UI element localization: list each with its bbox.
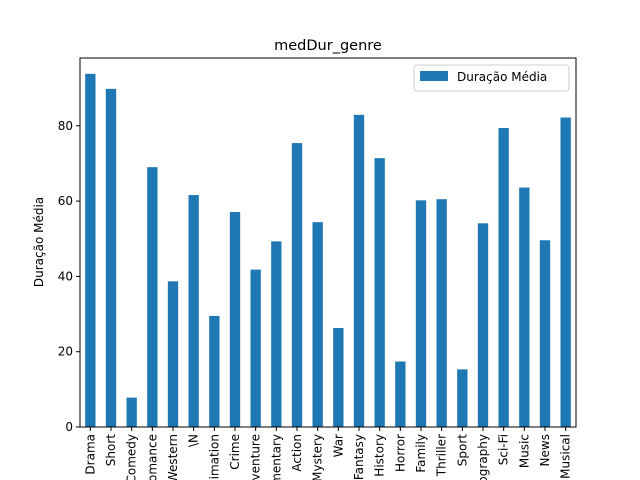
- bar: [229, 212, 241, 427]
- y-tick-label: 80: [58, 119, 73, 133]
- x-tick-label: Musical: [559, 434, 573, 479]
- bar: [147, 167, 158, 427]
- bar: [167, 281, 179, 427]
- plot-frame: [79, 57, 577, 428]
- x-tick-label: History: [373, 434, 387, 477]
- x-tick-label: War: [331, 434, 345, 457]
- bar: [291, 143, 303, 427]
- bar: [312, 222, 323, 427]
- x-tick-label: Fantasy: [352, 434, 366, 480]
- bar: [209, 315, 220, 427]
- x-tick-label: Sci-Fi: [497, 434, 511, 465]
- bar: [105, 88, 117, 427]
- x-tick-label: Family: [414, 434, 428, 473]
- bar: [126, 397, 137, 427]
- x-tick-label: Sport: [455, 434, 469, 467]
- y-axis-label: Duração Média: [32, 197, 46, 287]
- x-tick-label: Crime: [228, 434, 242, 470]
- x-tick-label: Horror: [393, 434, 407, 472]
- x-tick-label: Western: [166, 434, 180, 480]
- y-axis-ticks: 0 20 40 60 80: [58, 119, 80, 434]
- x-tick-label: Documentary: [269, 434, 283, 480]
- x-tick-label: News: [538, 434, 552, 466]
- x-tick-label: Thriller: [435, 434, 449, 477]
- x-tick-label: Drama: [83, 434, 97, 475]
- bar: [353, 114, 365, 428]
- x-tick-label: \N: [187, 434, 201, 447]
- bar: [457, 369, 468, 427]
- legend-label: Duração Média: [457, 70, 547, 84]
- bar: [85, 73, 96, 427]
- x-axis-ticks: Drama Short Comedy Romance Western \N Animatio…: [83, 427, 573, 480]
- y-tick-label: 20: [58, 345, 73, 359]
- y-tick-label: 0: [65, 420, 73, 434]
- bar: [539, 240, 551, 427]
- legend-swatch: [420, 71, 448, 81]
- x-tick-label: Comedy: [125, 434, 139, 480]
- bar: [271, 241, 282, 427]
- chart-title: medDur_genre: [274, 38, 382, 54]
- bar: [415, 200, 427, 427]
- x-tick-label: Music: [517, 434, 531, 468]
- bar: [560, 117, 571, 428]
- bar: [519, 187, 530, 427]
- x-tick-label: Action: [290, 434, 304, 472]
- bar: [498, 128, 509, 427]
- y-tick-label: 40: [58, 269, 73, 283]
- bar: [436, 199, 447, 427]
- x-tick-label: Biography: [476, 434, 490, 480]
- x-tick-label: Animation: [207, 434, 221, 480]
- bar: [188, 195, 199, 427]
- bar: [477, 223, 489, 427]
- bars-layer: [85, 73, 571, 428]
- x-tick-label: Romance: [145, 434, 159, 480]
- bar: [250, 269, 261, 427]
- y-tick-label: 60: [58, 194, 73, 208]
- legend-box: [413, 64, 570, 92]
- x-tick-label: Short: [104, 434, 118, 466]
- bar: [374, 158, 385, 427]
- x-tick-label: Adventure: [249, 434, 263, 480]
- bar: [333, 327, 344, 427]
- bar: [395, 361, 406, 427]
- x-tick-label: Mystery: [311, 434, 325, 480]
- legend: Duração Média: [413, 64, 570, 92]
